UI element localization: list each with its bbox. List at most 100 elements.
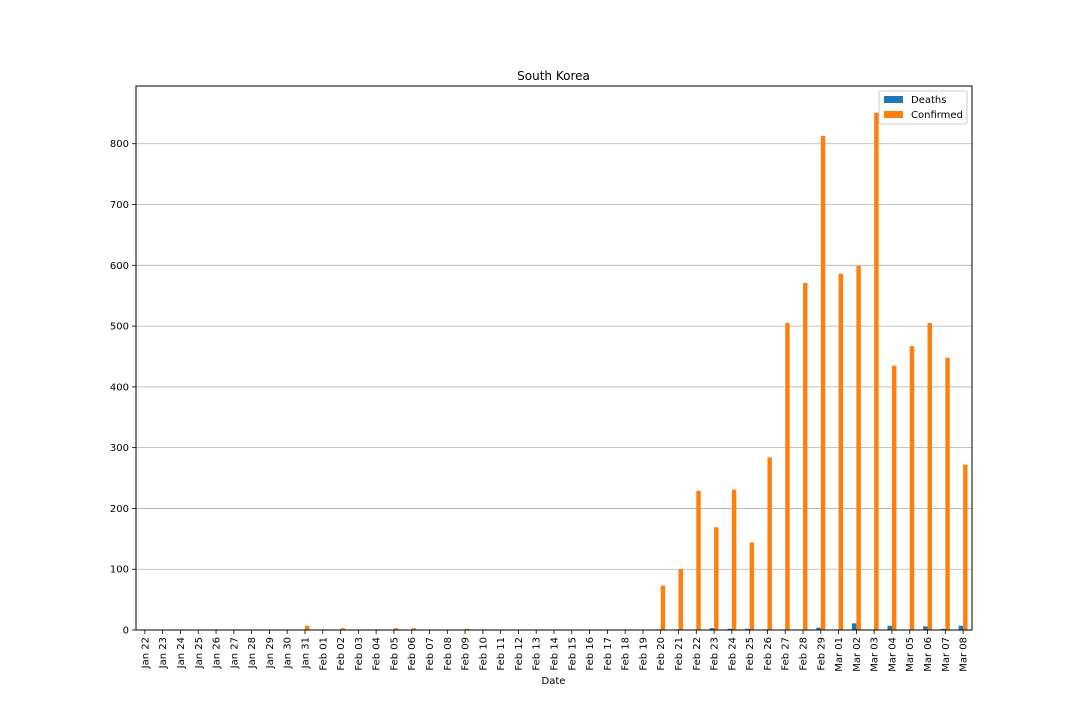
x-tick-label: Feb 06: [407, 637, 418, 671]
x-tick-label: Mar 08: [959, 637, 970, 672]
x-tick-label: Feb 19: [638, 637, 649, 671]
x-tick-label: Feb 25: [745, 637, 756, 671]
x-axis: Jan 22 Jan 23 Jan 24 Jan 25 Jan 26 Jan 27 Jan …: [140, 630, 970, 672]
legend-label-confirmed: Confirmed: [911, 110, 963, 121]
bar-deaths: [923, 626, 928, 630]
x-tick-label: Mar 05: [905, 637, 916, 672]
y-tick-label: 800: [110, 139, 129, 150]
x-tick-label: Mar 01: [834, 637, 845, 672]
x-tick-label: Jan 22: [140, 637, 151, 669]
x-tick-label: Feb 08: [443, 637, 454, 671]
bar-confirmed: [891, 365, 897, 630]
x-tick-label: Feb 02: [336, 637, 347, 671]
bar-confirmed: [660, 585, 666, 630]
x-tick-label: Feb 04: [372, 637, 383, 671]
x-tick-label: Feb 01: [318, 637, 329, 671]
x-tick-label: Jan 24: [176, 637, 187, 669]
x-tick-label: Feb 12: [514, 637, 525, 671]
legend-swatch-deaths: [884, 96, 903, 103]
legend: Deaths Confirmed: [878, 90, 968, 125]
x-tick-label: Mar 07: [941, 637, 952, 672]
y-axis: 0 100 200 300 400 500 600 700 800: [110, 139, 136, 637]
x-tick-label: Mar 03: [870, 637, 881, 672]
x-tick-label: Mar 06: [923, 637, 934, 672]
bar-confirmed: [963, 464, 968, 630]
x-tick-label: Feb 15: [567, 637, 578, 671]
bar-deaths: [851, 623, 857, 630]
x-tick-label: Feb 22: [692, 637, 703, 671]
legend-label-deaths: Deaths: [911, 95, 946, 106]
x-tick-label: Feb 03: [354, 637, 365, 671]
bar-confirmed: [749, 542, 755, 630]
y-tick-label: 300: [110, 443, 129, 454]
x-tick-label: Feb 13: [532, 637, 543, 671]
y-tick-label: 600: [110, 261, 129, 272]
bars: [180, 112, 968, 630]
bar-confirmed: [927, 323, 932, 630]
bar-deaths: [816, 627, 821, 630]
x-tick-label: Feb 14: [550, 637, 561, 671]
chart-title: South Korea: [517, 69, 590, 83]
x-tick-label: Jan 27: [229, 637, 240, 669]
x-tick-label: Feb 29: [816, 637, 827, 671]
y-tick-label: 700: [110, 200, 129, 211]
x-tick-label: Jan 31: [300, 637, 311, 669]
bar-deaths: [940, 628, 946, 630]
x-tick-label: Feb 18: [621, 637, 632, 671]
bar-deaths: [887, 625, 892, 630]
bar-confirmed: [696, 490, 701, 630]
y-tick-label: 0: [123, 626, 129, 637]
x-tick-label: Feb 07: [425, 637, 436, 671]
x-tick-label: Jan 28: [247, 637, 258, 669]
bar-confirmed: [678, 569, 683, 630]
x-tick-label: Feb 21: [674, 637, 685, 671]
plot-frame: [135, 85, 973, 631]
x-tick-label: Feb 05: [389, 637, 400, 671]
x-tick-label: Mar 04: [887, 637, 898, 672]
x-tick-label: Feb 27: [781, 637, 792, 671]
bar-confirmed: [945, 357, 950, 630]
y-tick-label: 100: [110, 565, 129, 576]
x-tick-label: Feb 16: [585, 637, 596, 671]
x-tick-label: Feb 23: [710, 637, 721, 671]
x-tick-label: Jan 25: [194, 637, 205, 669]
bar-deaths: [958, 625, 964, 630]
bar-confirmed: [731, 489, 737, 630]
x-tick-label: Jan 29: [265, 637, 276, 669]
bar-confirmed: [304, 625, 310, 630]
x-tick-label: Feb 09: [461, 637, 472, 671]
bar-confirmed: [411, 628, 417, 630]
bar-confirmed: [838, 273, 844, 630]
bar-confirmed: [856, 265, 861, 630]
bar-confirmed: [820, 135, 826, 630]
bar-confirmed: [785, 323, 790, 630]
y-tick-label: 500: [110, 322, 129, 333]
y-tick-label: 400: [110, 382, 129, 393]
legend-swatch-confirmed: [884, 111, 903, 118]
bar-confirmed: [393, 628, 399, 630]
x-tick-label: Mar 02: [852, 637, 863, 672]
x-tick-label: Feb 24: [727, 637, 738, 671]
bar-confirmed: [874, 112, 879, 630]
x-tick-label: Jan 23: [158, 637, 169, 669]
x-tick-label: Feb 11: [496, 637, 507, 671]
gridlines: [136, 143, 972, 631]
bar-confirmed: [909, 346, 915, 630]
bar-confirmed: [803, 282, 808, 630]
bar-confirmed: [465, 628, 470, 630]
x-tick-label: Feb 17: [603, 637, 614, 671]
x-tick-label: Feb 20: [656, 637, 667, 671]
x-axis-label: Date: [542, 676, 566, 687]
x-tick-label: Feb 28: [799, 637, 810, 671]
bar-deaths: [727, 628, 732, 630]
x-tick-label: Jan 26: [212, 637, 223, 669]
x-tick-label: Feb 26: [763, 637, 774, 671]
bar-confirmed: [767, 457, 772, 630]
bar-deaths: [745, 628, 750, 630]
y-tick-label: 200: [110, 504, 129, 515]
x-tick-label: Feb 10: [478, 637, 489, 671]
x-tick-label: Jan 30: [283, 637, 294, 669]
bar-deaths: [709, 628, 715, 630]
bar-confirmed: [340, 628, 345, 630]
